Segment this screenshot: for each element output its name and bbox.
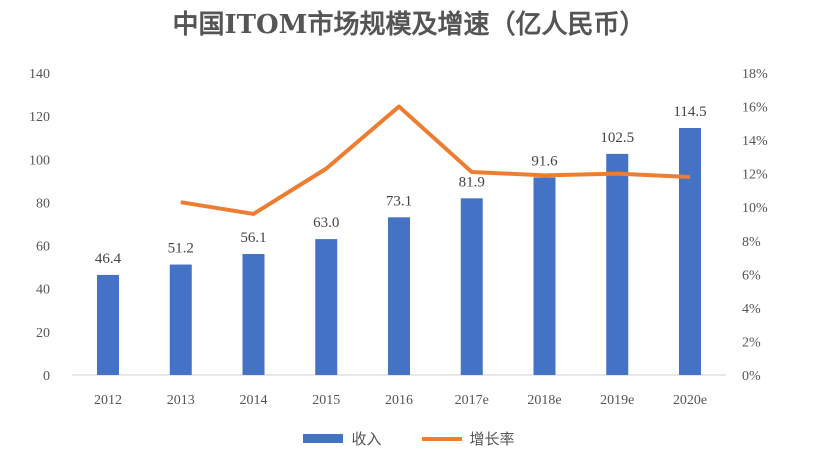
y-right-tick-label: 6% xyxy=(742,268,761,283)
y-left-tick-label: 140 xyxy=(29,67,50,82)
data-label: 91.6 xyxy=(531,153,558,169)
x-tick-label: 2015 xyxy=(312,393,340,408)
y-right-tick-label: 16% xyxy=(742,101,768,116)
y-left-tick-label: 100 xyxy=(29,153,50,168)
legend-swatch-line xyxy=(421,436,462,441)
y-right-tick-label: 8% xyxy=(742,235,761,250)
data-label: 63.0 xyxy=(313,215,339,231)
bar-2017e xyxy=(460,198,483,375)
legend-label: 增长率 xyxy=(469,430,515,448)
legend-item-growth: 增长率 xyxy=(421,428,515,449)
data-label: 114.5 xyxy=(673,104,706,120)
data-label: 51.2 xyxy=(168,241,194,257)
bar-2015 xyxy=(315,239,338,375)
data-label: 73.1 xyxy=(386,193,412,209)
x-tick-label: 2019e xyxy=(600,393,634,408)
y-left-tick-label: 60 xyxy=(36,240,50,255)
data-label: 102.5 xyxy=(600,130,634,146)
y-right-tick-label: 2% xyxy=(742,335,761,350)
y-right-tick-label: 4% xyxy=(742,302,761,317)
legend-item-revenue: 收入 xyxy=(303,428,382,449)
legend: 收入 增长率 xyxy=(0,428,818,449)
legend-swatch-bar xyxy=(303,434,344,443)
x-tick-label: 2017e xyxy=(455,393,489,408)
bar-2014 xyxy=(242,253,265,375)
y-left-tick-label: 20 xyxy=(36,326,50,341)
growth-rate-line xyxy=(180,104,691,216)
legend-label: 收入 xyxy=(351,430,382,448)
y-left-tick-label: 40 xyxy=(36,283,50,298)
data-label: 56.1 xyxy=(240,230,266,246)
bar-2016 xyxy=(388,217,410,375)
x-tick-label: 2013 xyxy=(167,393,195,408)
y-right-tick-label: 18% xyxy=(742,67,768,82)
data-label: 81.9 xyxy=(459,174,485,190)
y-left-tick-label: 80 xyxy=(36,196,50,211)
x-tick-label: 2012 xyxy=(94,393,122,408)
y-left-tick-label: 0 xyxy=(43,369,50,384)
y-left-tick-label: 120 xyxy=(29,110,50,125)
x-tick-label: 2020e xyxy=(673,393,707,408)
bar-2019e xyxy=(606,153,629,375)
x-tick-label: 2018e xyxy=(527,393,561,408)
y-right-tick-label: 12% xyxy=(742,168,768,183)
y-right-tick-label: 0% xyxy=(742,369,761,384)
bar-2018e xyxy=(533,177,556,375)
bar-2012 xyxy=(97,274,119,375)
x-tick-label: 2016 xyxy=(385,393,413,408)
chart-title: 中国ITOM市场规模及增速（亿人民币） xyxy=(172,10,646,40)
bar-2020e xyxy=(679,128,701,375)
y-right-tick-label: 10% xyxy=(742,201,768,216)
data-label: 46.4 xyxy=(95,251,122,267)
y-right-tick-label: 14% xyxy=(742,134,768,149)
bar-2013 xyxy=(169,264,192,375)
x-tick-label: 2014 xyxy=(240,393,268,408)
